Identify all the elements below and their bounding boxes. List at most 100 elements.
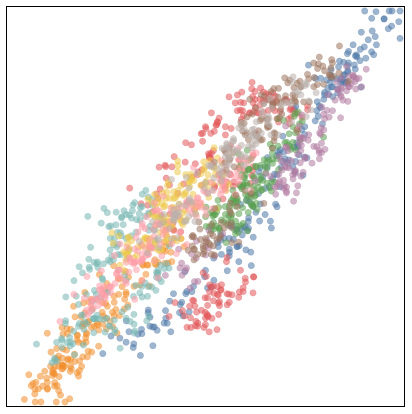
- scatter-point: [249, 233, 257, 241]
- scatter-point: [105, 223, 113, 231]
- scatter-point: [284, 99, 292, 107]
- scatter-point: [235, 293, 243, 301]
- scatter-point: [185, 184, 193, 192]
- scatter-point: [251, 87, 259, 95]
- scatter-point: [335, 69, 343, 77]
- scatter-point: [210, 251, 218, 259]
- scatter-point: [174, 187, 182, 195]
- scatter-point: [218, 144, 226, 152]
- scatter-point: [344, 77, 352, 85]
- scatter-point: [130, 320, 138, 328]
- scatter-point: [209, 242, 217, 250]
- scatter-point: [117, 214, 125, 222]
- scatter-point: [244, 227, 252, 235]
- scatter-point: [170, 290, 178, 298]
- scatter-point: [131, 295, 139, 303]
- scatter-point: [372, 41, 380, 49]
- scatter-point: [190, 256, 198, 264]
- scatter-point: [135, 238, 143, 246]
- scatter-point: [109, 308, 117, 316]
- scatter-point: [228, 224, 236, 232]
- scatter-point: [267, 173, 275, 181]
- scatter-point: [211, 205, 219, 213]
- scatter-point: [151, 207, 159, 215]
- scatter-point: [216, 169, 224, 177]
- scatter-point: [160, 319, 168, 327]
- scatter-point: [294, 128, 302, 136]
- scatter-point: [87, 243, 95, 251]
- scatter-point: [266, 94, 274, 102]
- scatter-point: [260, 100, 268, 108]
- scatter-point: [151, 190, 159, 198]
- scatter-point: [275, 113, 283, 121]
- scatter-point: [290, 112, 298, 120]
- scatter-point: [335, 63, 343, 71]
- scatter-point: [86, 308, 94, 316]
- scatter-point: [76, 367, 84, 375]
- scatter-point: [190, 163, 198, 171]
- scatter-point: [294, 182, 302, 190]
- scatter-point: [84, 212, 92, 220]
- scatter-point: [320, 80, 328, 88]
- scatter-point: [182, 290, 190, 298]
- scatter-point: [213, 326, 221, 334]
- scatter-point: [225, 160, 233, 168]
- scatter-point: [248, 110, 256, 118]
- scatter-point: [200, 166, 208, 174]
- scatter-point: [368, 27, 376, 35]
- scatter-point: [186, 284, 194, 292]
- scatter-point: [160, 203, 168, 211]
- scatter-point: [171, 299, 179, 307]
- scatter-point: [247, 190, 255, 198]
- scatter-point: [237, 153, 245, 161]
- scatter-point: [109, 239, 117, 247]
- scatter-point: [253, 205, 261, 213]
- scatter-point: [97, 267, 105, 275]
- scatter-point: [175, 201, 183, 209]
- scatter-point: [285, 164, 293, 172]
- scatter-point: [162, 307, 170, 315]
- scatter-point: [111, 252, 119, 260]
- scatter-point: [305, 97, 313, 105]
- scatter-point: [124, 303, 132, 311]
- scatter-point: [260, 199, 268, 207]
- scatter-point: [268, 144, 276, 152]
- scatter-point: [296, 133, 304, 141]
- scatter-point: [129, 343, 137, 351]
- scatter-point: [199, 129, 207, 137]
- scatter-point: [160, 264, 168, 272]
- scatter-point: [59, 364, 67, 372]
- scatter-point: [233, 203, 241, 211]
- scatter-point: [283, 158, 291, 166]
- scatter-point: [20, 395, 28, 403]
- scatter-point: [368, 48, 376, 56]
- scatter-point: [119, 221, 127, 229]
- scatter-point: [285, 130, 293, 138]
- scatter-point: [227, 153, 235, 161]
- scatter-point: [240, 161, 248, 169]
- scatter-point: [204, 294, 212, 302]
- scatter-point: [343, 50, 351, 58]
- scatter-point: [149, 342, 157, 350]
- scatter-point: [70, 277, 78, 285]
- scatter-point: [252, 104, 260, 112]
- points-layer: [20, 7, 404, 406]
- scatter-point: [187, 314, 195, 322]
- scatter-point: [289, 73, 297, 81]
- scatter-point: [257, 161, 265, 169]
- scatter-point: [317, 139, 325, 147]
- scatter-point: [213, 236, 221, 244]
- scatter-point: [142, 186, 150, 194]
- scatter-point: [248, 126, 256, 134]
- scatter-point: [73, 331, 81, 339]
- scatter-point: [155, 163, 163, 171]
- scatter-point: [351, 52, 359, 60]
- scatter-point: [303, 70, 311, 78]
- scatter-point: [143, 213, 151, 221]
- scatter-point: [282, 189, 290, 197]
- scatter-point: [137, 258, 145, 266]
- scatter-point: [75, 263, 83, 271]
- scatter-point: [66, 395, 74, 403]
- scatter-point: [226, 206, 234, 214]
